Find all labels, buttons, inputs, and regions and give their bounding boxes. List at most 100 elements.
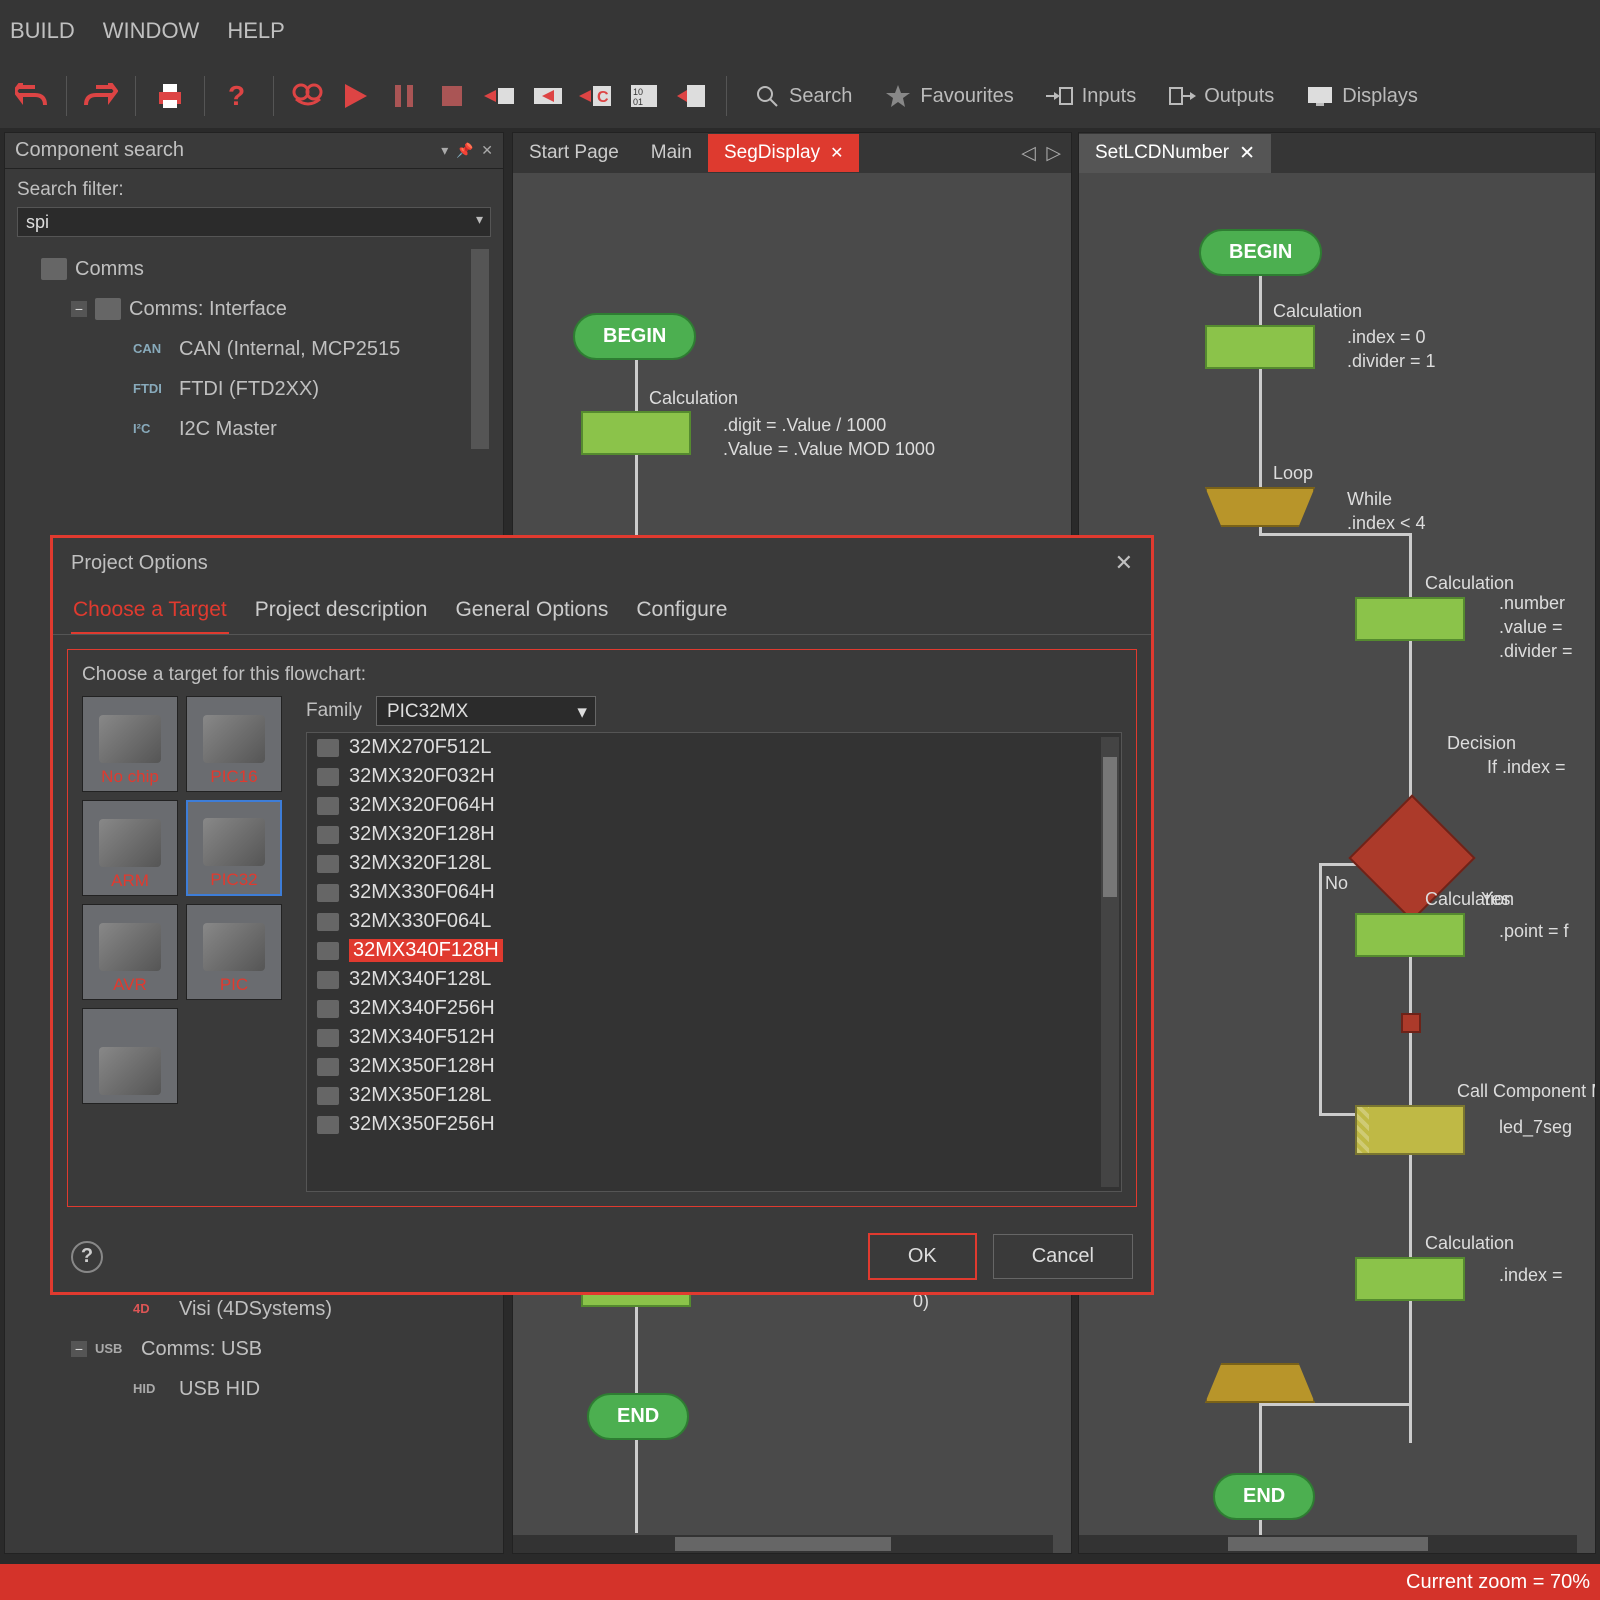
tree-item[interactable]: FTDIFTDI (FTD2XX) — [17, 369, 491, 409]
cancel-button[interactable]: Cancel — [993, 1234, 1133, 1279]
toolbar-outputs[interactable]: Outputs — [1154, 82, 1288, 110]
device-row[interactable]: 32MX350F256H — [307, 1110, 1121, 1139]
menu-build[interactable]: BUILD — [10, 18, 75, 44]
tab-segdisplay[interactable]: SegDisplay✕ — [708, 134, 860, 172]
device-row[interactable]: 32MX320F064H — [307, 791, 1121, 820]
dialog-tab-description[interactable]: Project description — [253, 588, 430, 634]
tab-main[interactable]: Main — [635, 134, 708, 172]
flowchart-loop-end[interactable] — [1205, 1363, 1315, 1403]
flowchart-text: If .index = — [1487, 757, 1566, 778]
flowchart-begin[interactable]: BEGIN — [1199, 229, 1322, 276]
device-row[interactable]: 32MX340F256H — [307, 994, 1121, 1023]
horizontal-scrollbar[interactable] — [1079, 1535, 1577, 1553]
binary-icon[interactable]: 1001 — [622, 76, 666, 116]
device-row[interactable]: 32MX340F512H — [307, 1023, 1121, 1052]
upload-icon[interactable] — [670, 76, 714, 116]
redo-icon[interactable] — [79, 76, 123, 116]
pause-icon[interactable] — [382, 76, 426, 116]
flowchart-calc[interactable] — [1205, 325, 1315, 369]
dialog-tab-target[interactable]: Choose a Target — [71, 588, 229, 634]
chip-icon — [317, 797, 339, 815]
star-icon — [884, 82, 912, 110]
device-row[interactable]: 32MX350F128H — [307, 1052, 1121, 1081]
flowchart-end[interactable]: END — [587, 1393, 689, 1440]
tab-nav-arrows[interactable]: ◁ ▷ — [1021, 142, 1071, 165]
chip-label: ARM — [111, 871, 149, 891]
step-over-icon[interactable] — [478, 76, 522, 116]
flowchart-calc[interactable] — [1355, 597, 1465, 641]
print-icon[interactable] — [148, 76, 192, 116]
flowchart-loop[interactable] — [1205, 487, 1315, 527]
ok-button[interactable]: OK — [868, 1233, 977, 1280]
close-icon[interactable]: ✕ — [1239, 142, 1255, 165]
tabset-right: SetLCDNumber✕ BEGIN Calculation .index =… — [1078, 132, 1596, 1554]
tree-item[interactable]: HIDUSB HID — [17, 1369, 491, 1409]
chip-cell-empty[interactable] — [82, 1008, 178, 1104]
tree-group[interactable]: −Comms: Interface — [17, 289, 491, 329]
toolbar-displays[interactable]: Displays — [1292, 82, 1432, 110]
tree-item[interactable]: I²CI2C Master — [17, 409, 491, 449]
chip-cell-pic16[interactable]: PIC16 — [186, 696, 282, 792]
toolbar-displays-label: Displays — [1342, 85, 1418, 108]
device-row[interactable]: 32MX340F128H — [307, 936, 1121, 965]
collapse-icon[interactable]: − — [71, 1341, 87, 1357]
chip-cell-avr[interactable]: AVR — [82, 904, 178, 1000]
device-row[interactable]: 32MX320F128L — [307, 849, 1121, 878]
flowchart-begin[interactable]: BEGIN — [573, 313, 696, 360]
search-filter-input[interactable] — [17, 207, 491, 237]
tab-start-page[interactable]: Start Page — [513, 134, 635, 172]
play-icon[interactable] — [334, 76, 378, 116]
toolbar-search[interactable]: Search — [739, 82, 866, 110]
close-icon[interactable]: ✕ — [830, 143, 843, 163]
dialog-help-button[interactable]: ? — [71, 1241, 103, 1273]
menu-help[interactable]: HELP — [227, 18, 284, 44]
toolbar-favourites[interactable]: Favourites — [870, 82, 1027, 110]
device-row[interactable]: 32MX350F128L — [307, 1081, 1121, 1110]
menu-window[interactable]: WINDOW — [103, 18, 200, 44]
dialog-tab-configure[interactable]: Configure — [634, 588, 729, 634]
device-row[interactable]: 32MX330F064H — [307, 878, 1121, 907]
search-chip-icon[interactable] — [286, 76, 330, 116]
panel-controls[interactable]: ▾ 📌 ✕ — [441, 142, 493, 159]
chip-cell-pic[interactable]: PIC — [186, 904, 282, 1000]
flowchart-component-call[interactable] — [1355, 1105, 1465, 1155]
toolbar: ? C 1001 Search Favourites Inputs Output… — [0, 64, 1600, 128]
svg-text:?: ? — [228, 81, 245, 111]
help-icon[interactable]: ? — [217, 76, 261, 116]
tree-group-usb[interactable]: −USBComms: USB — [17, 1329, 491, 1369]
tree-item[interactable]: 4DVisi (4DSystems) — [17, 1289, 491, 1329]
tab-setlcdnumber[interactable]: SetLCDNumber✕ — [1079, 134, 1271, 173]
flowchart-calc[interactable] — [1355, 1257, 1465, 1301]
tree-item[interactable]: CANCAN (Internal, MCP2515 — [17, 329, 491, 369]
device-row[interactable]: 32MX320F128H — [307, 820, 1121, 849]
device-name: 32MX320F128H — [349, 823, 495, 846]
chip-label: PIC16 — [210, 767, 257, 787]
toolbar-inputs-label: Inputs — [1082, 85, 1136, 108]
undo-icon[interactable] — [10, 76, 54, 116]
device-row[interactable]: 32MX340F128L — [307, 965, 1121, 994]
dialog-tab-general[interactable]: General Options — [453, 588, 610, 634]
flowchart-canvas-right[interactable]: BEGIN Calculation .index = 0 .divider = … — [1079, 173, 1595, 1553]
device-row[interactable]: 32MX330F064L — [307, 907, 1121, 936]
chip-cell-no-chip[interactable]: No chip — [82, 696, 178, 792]
device-row[interactable]: 32MX270F512L — [307, 733, 1121, 762]
chip-cell-pic32[interactable]: PIC32 — [186, 800, 282, 896]
stop-icon[interactable] — [430, 76, 474, 116]
tree-root[interactable]: Comms — [17, 249, 491, 289]
collapse-icon[interactable]: − — [71, 301, 87, 317]
family-select[interactable]: PIC32MX — [376, 696, 596, 726]
chip-icon — [203, 715, 265, 763]
compile-c-icon[interactable]: C — [574, 76, 618, 116]
step-into-icon[interactable] — [526, 76, 570, 116]
horizontal-scrollbar[interactable] — [513, 1535, 1053, 1553]
device-scrollbar[interactable] — [1101, 737, 1119, 1187]
chip-cell-arm[interactable]: ARM — [82, 800, 178, 896]
dialog-close-button[interactable]: ✕ — [1115, 550, 1133, 576]
flowchart-calc[interactable] — [581, 411, 691, 455]
flowchart-connector[interactable] — [1401, 1013, 1421, 1033]
flowchart-end[interactable]: END — [1213, 1473, 1315, 1520]
flowchart-calc[interactable] — [1355, 913, 1465, 957]
tree-scrollbar[interactable] — [471, 249, 489, 449]
device-row[interactable]: 32MX320F032H — [307, 762, 1121, 791]
toolbar-inputs[interactable]: Inputs — [1032, 82, 1150, 110]
